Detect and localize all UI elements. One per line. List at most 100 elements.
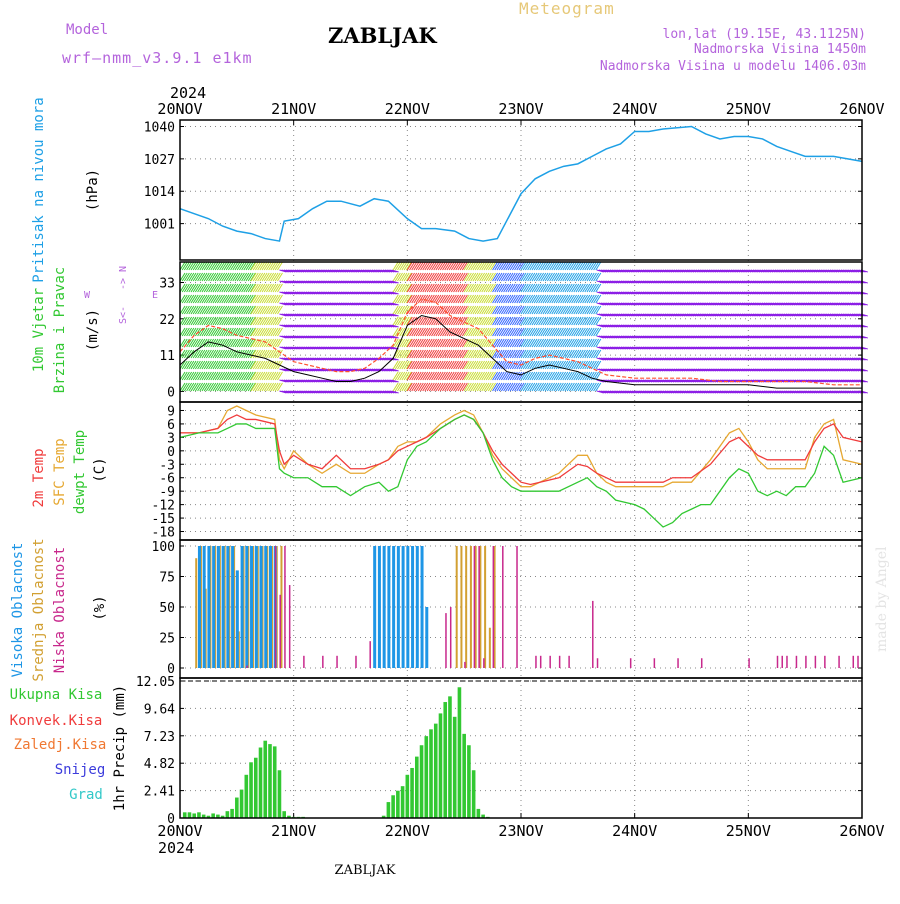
wind-barb	[542, 272, 549, 282]
wind-barb	[671, 357, 679, 361]
wind-barb	[713, 390, 721, 394]
wind-barb	[847, 313, 855, 317]
wind-barb	[571, 327, 578, 337]
wind-barb	[801, 302, 809, 306]
wind-barb	[812, 280, 820, 284]
wind-barb	[686, 379, 695, 383]
wind-barb	[428, 338, 435, 348]
wind-barb	[371, 390, 379, 394]
wind-barb	[236, 272, 243, 282]
wind-barb	[680, 390, 688, 394]
wind-barb	[214, 316, 221, 326]
wind-barb	[417, 272, 424, 282]
wind-barb	[722, 313, 730, 317]
wind-barb	[389, 313, 397, 317]
wind-barb	[631, 302, 640, 306]
meteogram-title: Meteogram	[519, 0, 615, 18]
wind-barb	[724, 324, 732, 328]
wind-barb	[595, 261, 602, 271]
wind-barb	[638, 313, 646, 317]
wind-barb	[695, 313, 703, 317]
wind-barb	[638, 291, 646, 295]
wind-barb	[568, 338, 575, 348]
wind-barb	[768, 368, 776, 372]
wind-barb	[796, 302, 805, 306]
wind-barb	[496, 316, 503, 326]
wind-barb	[405, 283, 412, 293]
wind-barb	[301, 280, 309, 284]
wind-barb	[457, 294, 464, 304]
wind-barb	[812, 346, 820, 350]
wind-barb	[255, 360, 261, 370]
wind-barb	[431, 371, 437, 381]
wind-barb	[210, 283, 217, 293]
wind-barb	[682, 324, 690, 328]
wind-barb	[505, 283, 512, 293]
wind-barb	[453, 327, 459, 337]
wind-barb	[620, 357, 629, 361]
wind-barb	[255, 382, 261, 392]
wind-barb	[437, 382, 444, 392]
wind-barb	[439, 327, 446, 337]
wind-barb	[540, 382, 547, 392]
wind-barb	[631, 379, 640, 383]
wind-barb	[744, 390, 752, 394]
wind-barb	[285, 379, 294, 383]
wind-barb	[378, 302, 386, 306]
wind-barb	[664, 335, 673, 339]
wind-barb	[197, 305, 204, 315]
wind-barb	[487, 360, 494, 370]
wind-barb	[270, 382, 277, 392]
low-cloud-bar	[558, 655, 561, 668]
wind-barb	[455, 338, 462, 348]
wind-barb	[520, 305, 527, 315]
wind-barb	[283, 357, 291, 361]
wind-barb	[194, 305, 201, 315]
high-cloud-bar	[377, 546, 381, 668]
wind-barb	[439, 360, 446, 370]
wind-barb	[332, 313, 340, 317]
wind-barb	[810, 291, 818, 295]
wind-barb	[851, 280, 860, 284]
wind-barb	[382, 357, 390, 361]
wind-barb	[549, 360, 556, 370]
wind-barb	[726, 368, 734, 372]
wind-barb	[336, 302, 344, 306]
wind-barb	[223, 305, 230, 315]
wind-barb	[845, 313, 853, 317]
wind-barb	[455, 360, 462, 370]
wind-barb	[192, 261, 199, 271]
wind-barb	[739, 280, 747, 284]
wind-barb	[431, 349, 437, 359]
wind-barb	[647, 302, 655, 306]
wind-barb	[816, 346, 824, 350]
x-tick-label-bottom: 21NOV	[271, 822, 316, 840]
wind-barb	[406, 327, 413, 337]
wind-barb	[270, 305, 277, 315]
wind-barb	[653, 302, 662, 306]
wind-barb	[468, 294, 474, 304]
wind-barb	[845, 390, 853, 394]
wind-barb	[533, 327, 540, 337]
wind-barb	[658, 379, 666, 383]
wind-barb	[509, 316, 516, 326]
wind-barb	[656, 357, 664, 361]
wind-barb	[595, 349, 602, 359]
wind-barb	[252, 294, 259, 304]
wind-barb	[748, 357, 756, 361]
wind-barb	[470, 349, 477, 359]
wind-barb	[409, 327, 415, 337]
wind-barb	[498, 382, 505, 392]
wind-barb	[728, 302, 736, 306]
wind-barb	[816, 379, 824, 383]
wind-barb	[686, 357, 695, 361]
wind-barb	[627, 313, 635, 317]
wind-barb	[529, 316, 536, 326]
wind-barb	[796, 368, 805, 372]
wind-barb	[575, 349, 582, 359]
wind-barb	[292, 269, 300, 273]
wind-barb	[183, 349, 190, 359]
wind-barb	[601, 302, 609, 306]
wind-barb	[494, 349, 501, 359]
wind-barb	[192, 360, 199, 370]
